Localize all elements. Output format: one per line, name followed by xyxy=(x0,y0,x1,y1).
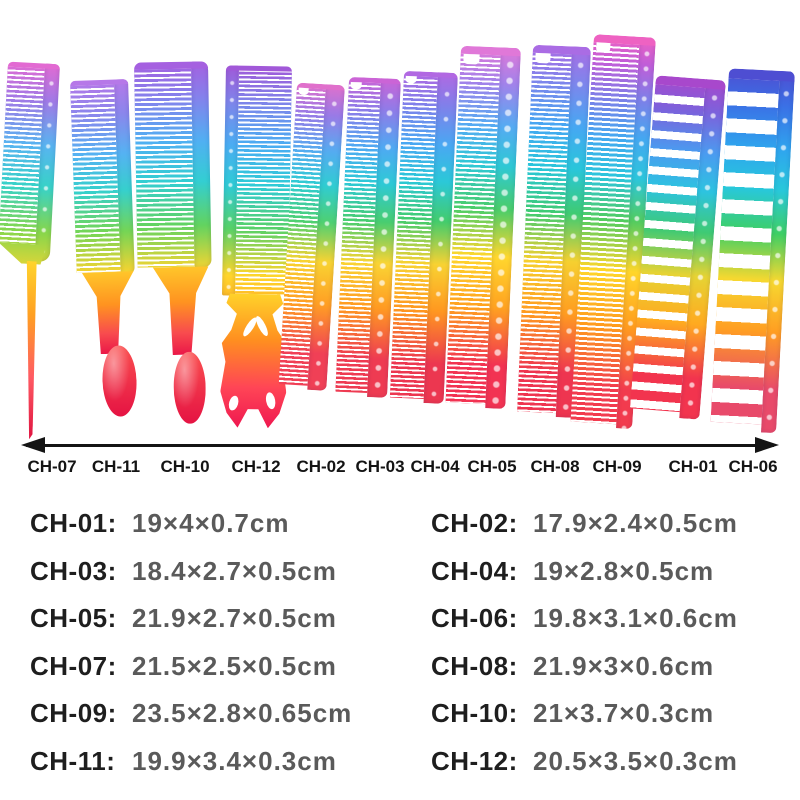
comb-handle-stem xyxy=(81,271,138,355)
comb-hook-notch xyxy=(463,53,480,65)
comb-hook-notch xyxy=(535,52,551,64)
ruler-label-ch-02: CH-02 xyxy=(296,457,346,476)
spec-row: CH-02: 17.9×2.4×0.5cm xyxy=(405,500,790,548)
comb-handle-bulb xyxy=(173,351,207,425)
spec-dimensions: 17.9×2.4×0.5cm xyxy=(533,508,738,539)
spec-dimensions: 19.9×3.4×0.3cm xyxy=(132,745,337,776)
ruler-label-ch-06: CH-06 xyxy=(728,457,778,476)
spec-row: CH-11: 19.9×3.4×0.3cm xyxy=(30,738,405,786)
spec-row: CH-07: 21.5×2.5×0.5cm xyxy=(30,643,405,691)
ruler-label-ch-11: CH-11 xyxy=(91,457,141,476)
spec-model: CH-06: xyxy=(431,603,518,634)
spec-row: CH-09: 23.5×2.8×0.65cm xyxy=(30,690,405,738)
spec-model: CH-05: xyxy=(30,603,117,634)
ruler-label-ch-07: CH-07 xyxy=(27,457,77,476)
spec-row: CH-04: 19×2.8×0.5cm xyxy=(405,548,790,596)
spec-row: CH-05: 21.9×2.7×0.5cm xyxy=(30,595,405,643)
comb-hook-notch xyxy=(405,75,417,84)
ruler-label-ch-03: CH-03 xyxy=(355,457,405,476)
spec-model: CH-09: xyxy=(30,698,117,729)
spec-model: CH-10: xyxy=(431,698,518,729)
spec-row: CH-03: 18.4×2.7×0.5cm xyxy=(30,548,405,596)
spec-dimensions: 18.4×2.7×0.5cm xyxy=(132,555,337,586)
spec-dimensions: 21×3.7×0.3cm xyxy=(533,698,715,729)
spec-dimensions: 20.5×3.5×0.3cm xyxy=(533,745,738,776)
spec-row: CH-08: 21.9×3×0.6cm xyxy=(405,643,790,691)
spec-dimensions: 23.5×2.8×0.65cm xyxy=(132,698,353,729)
spec-row: CH-12: 20.5×3.5×0.3cm xyxy=(405,738,790,786)
comb-hook-notch xyxy=(350,81,362,90)
spec-dimensions: 21.9×3×0.6cm xyxy=(533,650,715,681)
spec-dimensions: 19.8×3.1×0.6cm xyxy=(533,603,738,634)
comb-top-edge xyxy=(134,61,209,70)
comb-ch-10 xyxy=(134,61,216,425)
ruler-label-ch-08: CH-08 xyxy=(530,457,580,476)
comb-hook-notch xyxy=(298,87,309,96)
spec-model: CH-11: xyxy=(30,745,116,776)
ruler-label-ch-12: CH-12 xyxy=(231,457,281,476)
spec-model: CH-12: xyxy=(431,745,518,776)
spec-dimensions: 19×4×0.7cm xyxy=(132,508,290,539)
ruler-label-ch-10: CH-10 xyxy=(160,457,210,476)
spec-model: CH-08: xyxy=(431,650,518,681)
comb-teeth xyxy=(70,84,121,273)
ruler-label-ch-01: CH-01 xyxy=(668,457,718,476)
ruler-label-ch-04: CH-04 xyxy=(410,457,460,476)
comb-ch-07 xyxy=(0,61,60,440)
comb-ch-06 xyxy=(710,68,795,434)
spec-dimensions: 19×2.8×0.5cm xyxy=(533,555,715,586)
comb-handle-stem xyxy=(152,266,212,355)
comb-tail xyxy=(12,261,41,440)
spec-model: CH-01: xyxy=(30,508,117,539)
ruler-label-ch-09: CH-09 xyxy=(592,457,642,476)
comb-taper xyxy=(0,242,48,265)
spec-dimensions: 21.9×2.7×0.5cm xyxy=(132,603,337,634)
double-arrow xyxy=(21,437,779,453)
spec-row: CH-10: 21×3.7×0.3cm xyxy=(405,690,790,738)
spec-model: CH-03: xyxy=(30,555,117,586)
spec-dimensions: 21.5×2.5×0.5cm xyxy=(132,650,337,681)
spec-model: CH-07: xyxy=(30,650,117,681)
comb-ch-11 xyxy=(70,79,144,418)
comb-teeth xyxy=(134,68,195,268)
spec-row: CH-01: 19×4×0.7cm xyxy=(30,500,405,548)
size-spec-list: CH-01: 19×4×0.7cm CH-03: 18.4×2.7×0.5cm CH… xyxy=(30,500,790,785)
spec-model: CH-04: xyxy=(431,555,518,586)
comb-teeth xyxy=(235,71,292,295)
comb-spine xyxy=(190,61,212,268)
spec-row: CH-06: 19.8×3.1×0.6cm xyxy=(405,595,790,643)
comb-hook-notch xyxy=(595,42,611,54)
spec-model: CH-02: xyxy=(431,508,518,539)
ruler-label-ch-05: CH-05 xyxy=(467,457,517,476)
comb-handle-bulb xyxy=(101,344,138,418)
